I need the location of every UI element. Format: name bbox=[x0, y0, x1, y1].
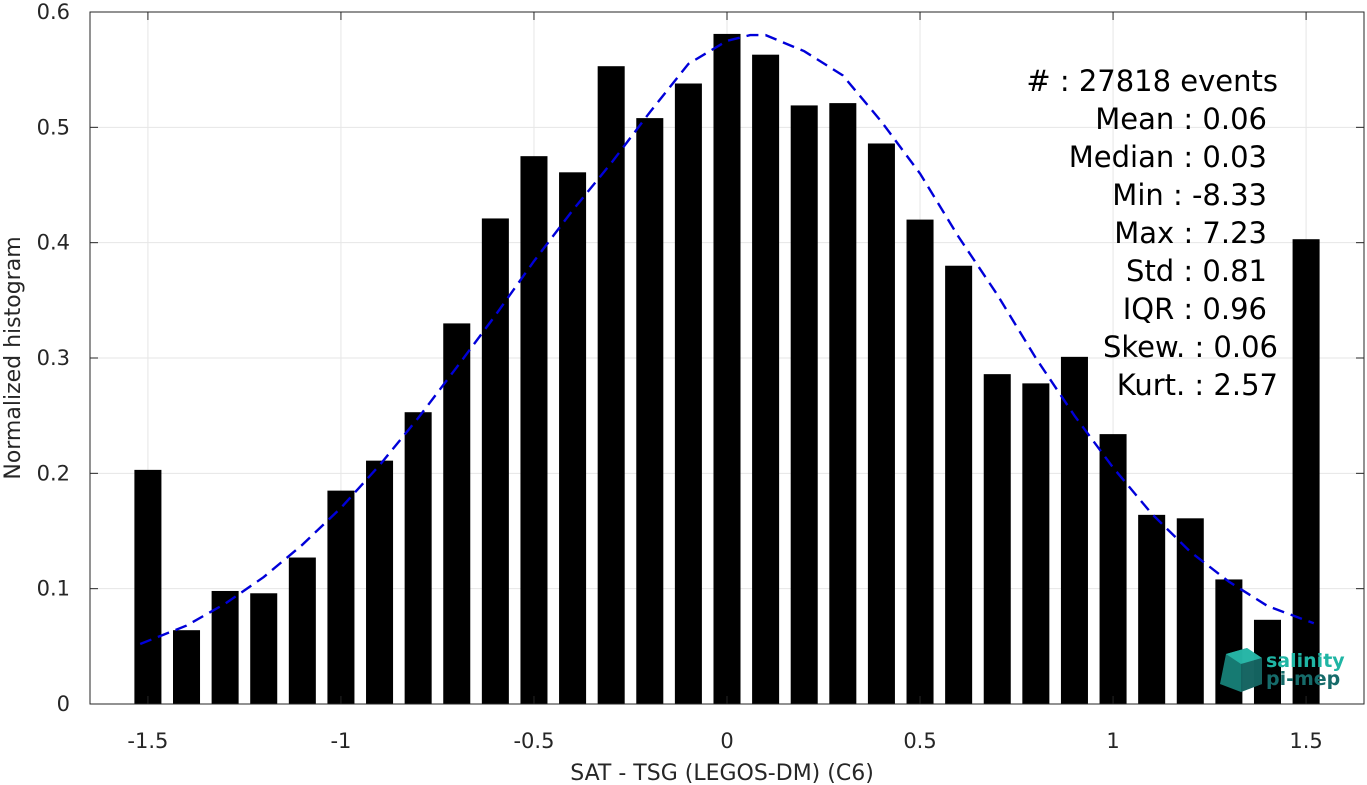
histogram-bar bbox=[713, 33, 741, 705]
histogram-bar bbox=[1022, 383, 1050, 704]
histogram-bar bbox=[288, 557, 316, 704]
histogram-bar bbox=[752, 54, 780, 704]
histogram-bar bbox=[520, 156, 548, 704]
stat-events: # : 27818 events bbox=[1026, 64, 1278, 98]
logo-text-salinity: salinity bbox=[1266, 650, 1345, 672]
histogram-bar bbox=[636, 118, 664, 704]
histogram-bar bbox=[1060, 356, 1088, 704]
stat-mean: Mean : 0.06 bbox=[1095, 102, 1267, 136]
histogram-bar bbox=[674, 83, 702, 705]
y-tick-label: 0.2 bbox=[37, 461, 70, 485]
salinity-pimep-logo: salinity pi-mep bbox=[1220, 648, 1345, 692]
histogram-bar bbox=[404, 412, 432, 704]
x-tick-label: 1 bbox=[1106, 729, 1119, 753]
histogram-bar bbox=[983, 374, 1011, 704]
histogram-bar bbox=[327, 490, 355, 704]
statistics-box: # : 27818 events Mean : 0.06 Median : 0.… bbox=[1026, 64, 1278, 402]
histogram-bar bbox=[250, 593, 278, 704]
histogram-bar bbox=[134, 469, 162, 704]
histogram-bars bbox=[134, 33, 1320, 705]
y-tick-label: 0.6 bbox=[37, 0, 70, 24]
x-tick-label: -0.5 bbox=[513, 729, 554, 753]
stat-iqr: IQR : 0.96 bbox=[1123, 292, 1267, 326]
stat-skewness: Skew. : 0.06 bbox=[1103, 330, 1278, 364]
y-axis-ticks: 0 0.1 0.2 0.3 0.4 0.5 0.6 bbox=[37, 0, 1364, 716]
histogram-bar bbox=[481, 218, 509, 705]
y-tick-label: 0 bbox=[57, 692, 70, 716]
histogram-bar bbox=[443, 323, 471, 704]
histogram-bar bbox=[173, 630, 201, 704]
histogram-bar bbox=[1292, 239, 1320, 704]
x-axis-ticks: -1.5 -1 -0.5 0 0.5 1 1.5 bbox=[127, 12, 1323, 753]
x-tick-label: 0.5 bbox=[903, 729, 936, 753]
stat-max: Max : 7.23 bbox=[1114, 216, 1267, 250]
stat-median: Median : 0.03 bbox=[1069, 140, 1267, 174]
histogram-bar bbox=[366, 460, 394, 704]
histogram-bar bbox=[945, 265, 973, 704]
histogram-bar bbox=[559, 172, 587, 704]
histogram-bar bbox=[790, 105, 818, 705]
x-tick-label: -1 bbox=[330, 729, 351, 753]
x-tick-label: 0 bbox=[720, 729, 733, 753]
stat-kurtosis: Kurt. : 2.57 bbox=[1117, 368, 1278, 402]
y-tick-label: 0.5 bbox=[37, 115, 70, 139]
gaussian-fit-curve bbox=[139, 33, 1315, 646]
x-axis-title: SAT - TSG (LEGOS-DM) (C6) bbox=[570, 761, 874, 785]
histogram-bar bbox=[1138, 514, 1166, 704]
logo-text-pimep: pi-mep bbox=[1266, 668, 1340, 690]
y-tick-label: 0.3 bbox=[37, 346, 70, 370]
histogram-bar bbox=[906, 219, 934, 704]
x-tick-label: 1.5 bbox=[1289, 729, 1322, 753]
y-tick-label: 0.4 bbox=[37, 231, 70, 255]
y-tick-label: 0.1 bbox=[37, 577, 70, 601]
x-tick-label: -1.5 bbox=[127, 729, 168, 753]
histogram-bar bbox=[867, 143, 895, 705]
histogram-bar bbox=[1099, 434, 1127, 704]
stat-std: Std : 0.81 bbox=[1126, 254, 1267, 288]
stat-min: Min : -8.33 bbox=[1112, 178, 1267, 212]
histogram-bar bbox=[1176, 518, 1204, 704]
y-axis-title: Normalized histogram bbox=[1, 236, 26, 479]
histogram-bar bbox=[829, 103, 857, 704]
